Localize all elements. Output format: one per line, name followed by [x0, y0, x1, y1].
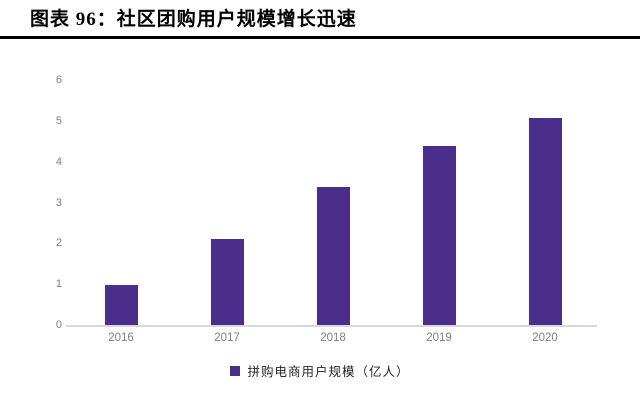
- y-axis: 0 1 2 3 4 5 6: [0, 74, 62, 331]
- bar-slot-2016: [68, 80, 174, 325]
- chart-legend: 拼购电商用户规模（亿人）: [0, 361, 640, 380]
- x-tick-label-2017: 2017: [214, 332, 240, 344]
- legend-swatch-icon: [230, 365, 241, 376]
- bar-slot-2018: [280, 80, 386, 325]
- title-rule: [0, 36, 640, 39]
- x-tick-label-2019: 2019: [426, 332, 452, 344]
- x-tick-label-2018: 2018: [320, 332, 346, 344]
- x-tick-label-2020: 2020: [532, 332, 558, 344]
- x-axis-line: [66, 325, 597, 327]
- y-tick-label-2: 2: [55, 237, 62, 250]
- bar-2018: [316, 187, 350, 325]
- y-tick-label-5: 5: [55, 114, 62, 127]
- bar-2019: [422, 146, 456, 325]
- y-tick-label-6: 6: [55, 74, 62, 86]
- bar-2020: [528, 117, 562, 325]
- bar-2016: [104, 285, 138, 325]
- figure-title: 图表 96：社区团购用户规模增长迅速: [30, 9, 357, 30]
- y-tick-label-0: 0: [55, 319, 62, 331]
- legend-label: 拼购电商用户规模（亿人）: [247, 365, 410, 379]
- bar-slot-2017: [174, 80, 280, 325]
- y-tick-label-4: 4: [55, 155, 62, 168]
- bar-slot-2020: [492, 80, 598, 325]
- bar-slot-2019: [386, 80, 492, 325]
- plot-area: [68, 80, 598, 325]
- x-tick-label-2016: 2016: [108, 332, 134, 344]
- x-axis-labels: 2016 2017 2018 2019 2020: [68, 332, 598, 344]
- bar-2017: [210, 238, 244, 325]
- y-tick-label-1: 1: [55, 278, 62, 291]
- y-tick-label-3: 3: [55, 196, 62, 209]
